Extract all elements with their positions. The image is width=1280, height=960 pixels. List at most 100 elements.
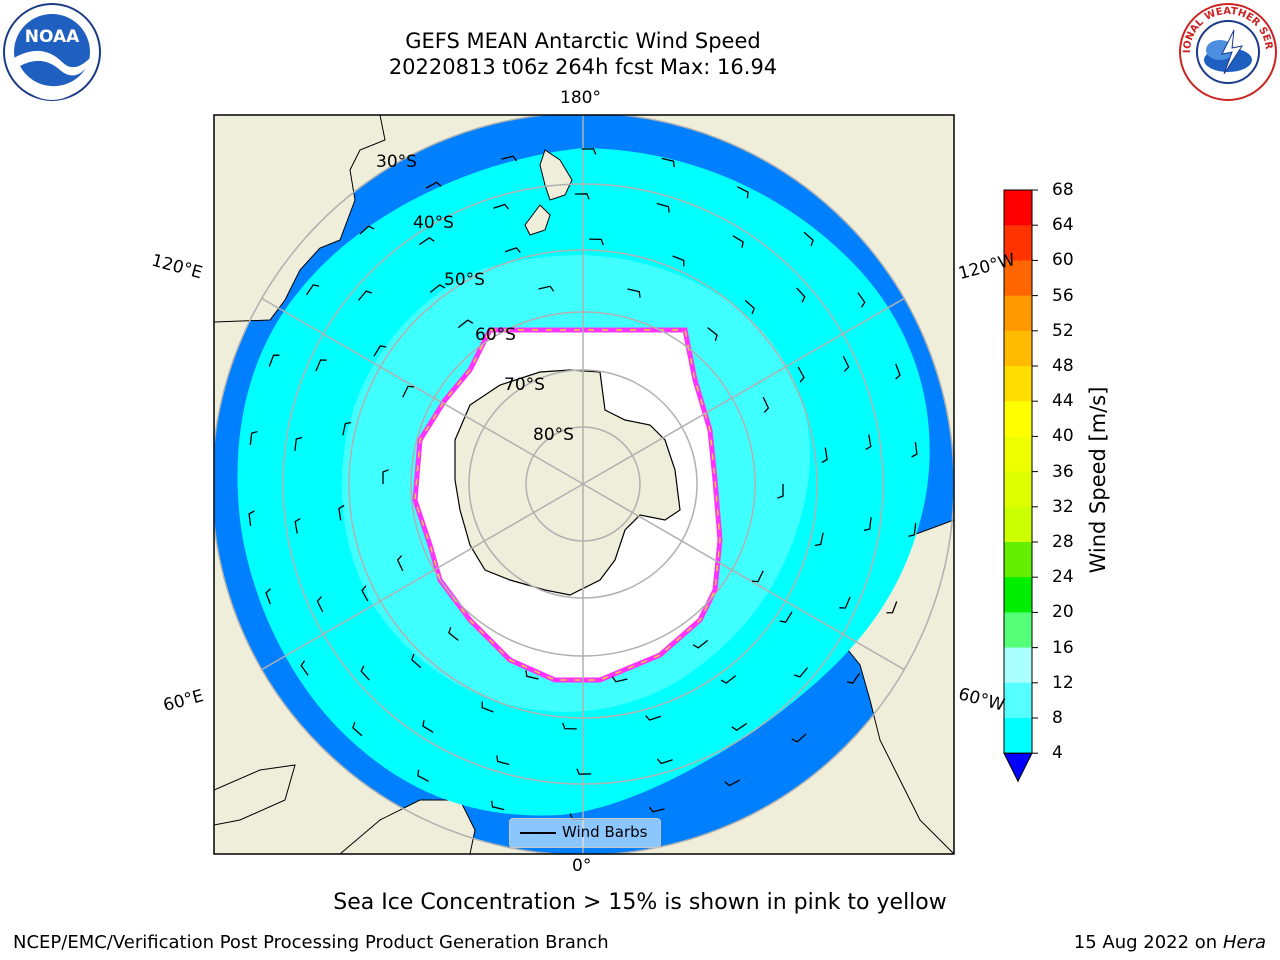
wind-barb <box>525 670 539 680</box>
colorbar-tick-label: 48 <box>1052 356 1074 376</box>
colorbar-tick-label: 28 <box>1052 532 1074 552</box>
wind-barb <box>491 800 505 811</box>
wind-barb <box>248 510 255 526</box>
colorbar-segment <box>1004 436 1032 473</box>
wind-barb <box>360 665 370 681</box>
wind-barb <box>731 722 748 731</box>
wind-barb <box>707 327 718 341</box>
wind-barb <box>911 442 918 458</box>
colorbar-tick-label: 36 <box>1052 461 1074 482</box>
wind-barb <box>294 436 303 451</box>
wind-barb <box>720 675 737 684</box>
wind-barb <box>457 319 474 329</box>
wind-barb <box>448 627 459 641</box>
colorbar-tick-label: 24 <box>1052 567 1074 588</box>
wind-barb <box>842 355 850 372</box>
wind-barb <box>661 157 675 168</box>
lon-label-180: 180° <box>560 88 601 108</box>
colorbar-segment <box>1004 190 1032 226</box>
lat-label-60s: 60°S <box>475 325 516 345</box>
colorbar-tick-label: 60 <box>1052 250 1074 271</box>
wind-barb <box>779 611 793 623</box>
land-madagascar <box>214 764 296 826</box>
wind-barb <box>846 672 861 684</box>
land-new-zealand <box>524 149 573 236</box>
wind-barb <box>672 255 685 267</box>
colorbar-segment <box>1004 506 1032 543</box>
wind-barb <box>316 596 324 613</box>
colorbar-segment <box>1004 366 1032 402</box>
wind-barb <box>744 299 755 315</box>
wind-barb <box>791 733 807 743</box>
wind-barb <box>692 639 709 649</box>
colorbar-segment <box>1004 612 1032 649</box>
colorbar-tick-label: 64 <box>1052 215 1074 236</box>
colorbar-segment <box>1004 225 1032 261</box>
wind-barb <box>648 806 665 813</box>
colorbar-tick-label: 16 <box>1052 637 1074 658</box>
chart-title: GEFS MEAN Antarctic Wind Speed <box>405 29 761 53</box>
colorbar-segment <box>1004 647 1032 684</box>
wind-barb <box>793 667 809 678</box>
lat-label-50s: 50°S <box>444 270 485 290</box>
wind-barb <box>352 721 363 737</box>
colorbar-tick-label: 20 <box>1052 602 1074 623</box>
colorbar-segment <box>1004 682 1032 719</box>
wind-barb <box>576 768 592 775</box>
wind-barb <box>839 596 851 609</box>
wind-barb <box>493 203 510 210</box>
wind-barb <box>863 517 872 532</box>
lon-label-0: 0° <box>572 856 592 876</box>
map-legend: Wind Barbs <box>509 818 661 848</box>
wind-barb <box>504 247 521 253</box>
wind-barb <box>627 288 641 298</box>
colorbar-tick-label: 68 <box>1052 180 1074 200</box>
land-antarctica <box>454 369 681 596</box>
wind-barb <box>797 366 805 383</box>
colorbar-segment <box>1004 295 1032 332</box>
colorbar-tick-label: 4 <box>1052 743 1063 764</box>
wind-barb <box>373 345 387 357</box>
wind-barb <box>732 235 744 248</box>
wind-barb <box>338 504 345 521</box>
wind-barb <box>821 447 828 464</box>
credit-date-text: 15 Aug 2022 on <box>1073 932 1218 953</box>
wind-barb <box>762 396 770 413</box>
wind-barb <box>249 430 258 446</box>
wind-barb <box>429 284 446 293</box>
colorbar-segment <box>1004 401 1032 437</box>
map-frame <box>213 114 955 855</box>
noaa-logo: NOAA <box>3 3 101 101</box>
colorbar-tick-label: 12 <box>1052 672 1074 693</box>
wind-barb <box>574 193 590 200</box>
wind-barb <box>751 570 764 583</box>
wind-barb <box>305 284 320 296</box>
wind-barb <box>411 653 422 669</box>
wind-barb <box>645 715 662 721</box>
wind-barb <box>418 237 435 246</box>
lat-label-70s: 70°S <box>504 375 545 395</box>
wind-barb <box>777 484 784 499</box>
wind-barb <box>481 701 494 713</box>
land-africa <box>339 799 476 854</box>
wind-barb <box>814 532 824 547</box>
wind-barb <box>656 758 673 765</box>
colorbar-segment <box>1004 471 1032 508</box>
wind-barb <box>611 676 628 683</box>
wind-barb <box>796 287 806 303</box>
wind-barb <box>803 231 814 247</box>
nws-logo: NATIONAL WEATHER SERVICE <box>1178 2 1277 101</box>
colorbar-label: Wind Speed [m/s] <box>1086 386 1110 574</box>
wind-barb <box>268 354 280 367</box>
wind-barb <box>422 720 434 733</box>
wind-barbs <box>248 148 918 820</box>
credit-machine: Hera <box>1222 932 1266 953</box>
wind-barb <box>396 555 404 572</box>
wind-barb <box>581 148 597 155</box>
wind-barb <box>315 359 327 372</box>
wind-barb <box>886 601 898 614</box>
land-australia <box>214 115 386 323</box>
wind-barb <box>342 421 352 436</box>
colorbar-extend-arrow <box>1003 752 1033 783</box>
